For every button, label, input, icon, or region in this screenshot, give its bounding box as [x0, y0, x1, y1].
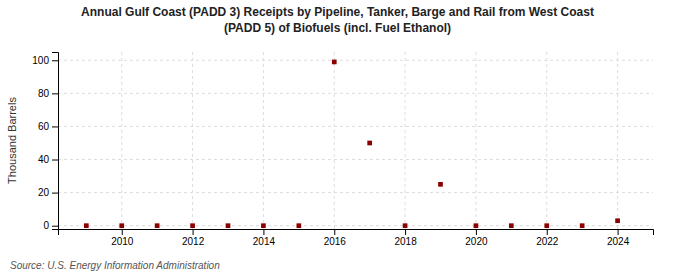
points	[84, 60, 620, 228]
title: Annual Gulf Coast (PADD 3) Receipts by P…	[81, 5, 594, 19]
x-tick: 2020	[465, 229, 488, 247]
point	[474, 223, 479, 228]
point	[226, 223, 231, 228]
x-tick-mark	[547, 229, 548, 235]
y-tick-label: 0	[43, 220, 49, 231]
x-tick-mark	[405, 229, 406, 235]
x-tick-label: 2016	[324, 236, 347, 247]
y-axis-title: Thousand Barrels	[6, 97, 18, 184]
grid-line	[405, 52, 406, 229]
point	[403, 223, 408, 228]
x-axis: 2010 2012 2014 2016 2018 2020 2022 2024	[59, 229, 654, 247]
point	[190, 223, 195, 228]
point	[580, 223, 585, 228]
x-tick: 2012	[182, 229, 205, 247]
y-tick-label: 100	[32, 55, 49, 66]
y-tick-mark	[52, 60, 58, 61]
point	[509, 223, 514, 228]
grid-line	[546, 52, 547, 229]
grid-line	[475, 52, 476, 229]
x-tick: 2014	[253, 229, 276, 247]
grid-line	[58, 159, 653, 160]
y-tick: 20	[38, 187, 58, 198]
point	[544, 223, 549, 228]
y-tick: 40	[38, 154, 58, 165]
x-tick-mark	[476, 229, 477, 235]
grid-line	[58, 60, 653, 61]
x-tick-label: 2014	[253, 236, 276, 247]
x-tick-label: 2010	[111, 236, 134, 247]
x-tick-mark	[122, 229, 123, 235]
y-tick-mark	[52, 193, 58, 194]
grid-line	[58, 93, 653, 94]
y-tick-mark	[52, 226, 58, 227]
x-tick-label: 2020	[465, 236, 488, 247]
chart: 2010 2012 2014 2016 2018 2020 2022 2024 0 20 40 60 8…	[0, 0, 675, 275]
y-tick-label: 80	[38, 88, 50, 99]
y-tick-mark	[52, 93, 58, 94]
grid	[58, 52, 653, 229]
subtitle: (PADD 5) of Biofuels (incl. Fuel Ethanol…	[224, 21, 451, 35]
annotation: Source: U.S. Energy Information Administ…	[10, 260, 220, 271]
x-tick-label: 2024	[607, 236, 630, 247]
point	[332, 60, 337, 65]
y-tick: 100	[32, 55, 58, 66]
x-tick-label: 2022	[536, 236, 559, 247]
x-tick: 2016	[324, 229, 347, 247]
grid-line	[58, 126, 653, 127]
x-tick-mark	[263, 229, 264, 235]
point	[438, 182, 443, 187]
x-axis-line	[59, 230, 654, 236]
x-tick-label: 2018	[394, 236, 417, 247]
y-axis: 0 20 40 60 80 100	[32, 53, 58, 232]
grid-line	[263, 52, 264, 229]
y-tick-label: 40	[38, 154, 50, 165]
y-tick: 80	[38, 88, 58, 99]
y-axis-line	[52, 53, 59, 230]
y-tick: 60	[38, 121, 58, 132]
grid-line	[58, 192, 653, 193]
x-tick: 2010	[111, 229, 134, 247]
point	[155, 223, 160, 228]
grid-line	[192, 52, 193, 229]
y-tick-mark	[52, 160, 58, 161]
grid-line	[617, 52, 618, 229]
point	[367, 141, 372, 146]
point	[261, 223, 266, 228]
x-tick-mark	[618, 229, 619, 235]
grid-line	[121, 52, 122, 229]
x-tick-mark	[334, 229, 335, 235]
x-tick-label: 2012	[182, 236, 205, 247]
x-tick: 2024	[607, 229, 630, 247]
y-tick: 0	[43, 220, 58, 231]
x-tick: 2018	[394, 229, 417, 247]
point	[615, 218, 620, 223]
x-tick: 2022	[536, 229, 559, 247]
y-tick-mark	[52, 126, 58, 127]
y-tick-label: 20	[38, 187, 50, 198]
point	[84, 223, 89, 228]
point	[119, 223, 124, 228]
x-tick-mark	[193, 229, 194, 235]
grid-line	[334, 52, 335, 229]
y-tick-label: 60	[38, 121, 50, 132]
grid-line	[58, 225, 653, 226]
point	[296, 223, 301, 228]
